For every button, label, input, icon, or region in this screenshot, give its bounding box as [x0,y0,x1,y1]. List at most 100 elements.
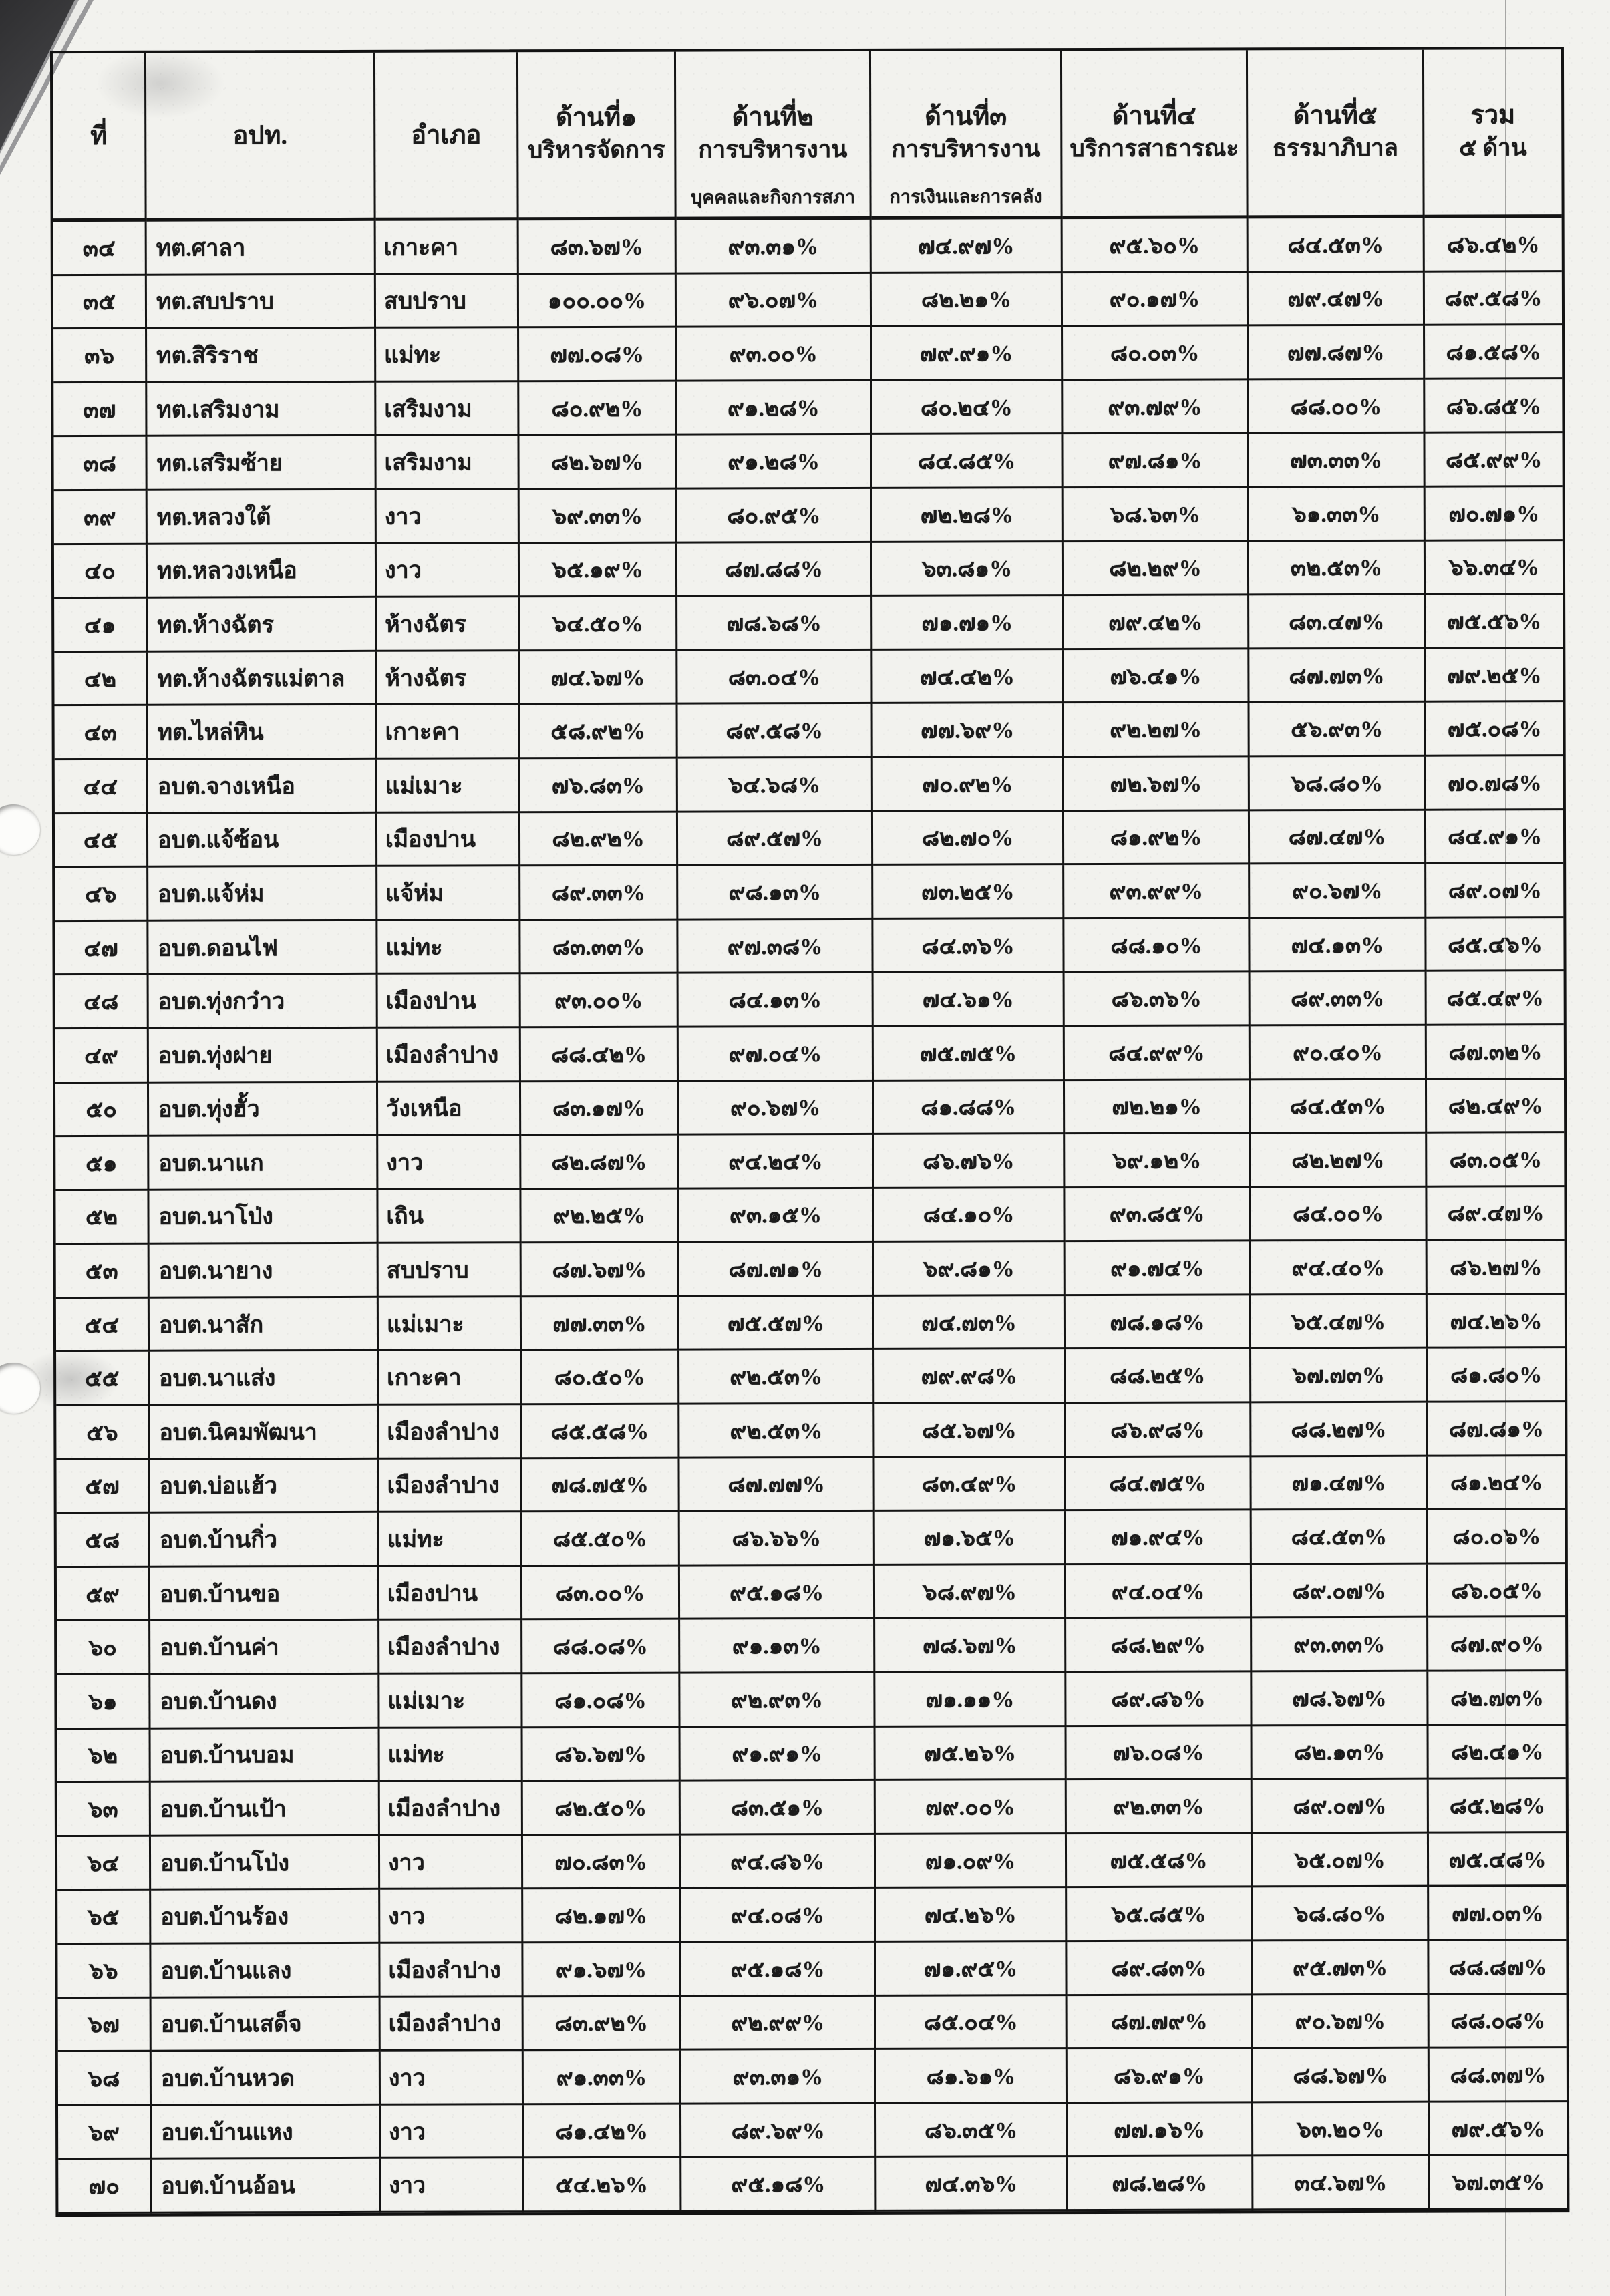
table-cell: ๘๘.๒๗% [1251,1402,1428,1458]
table-wrapper: ที่ อปท. อำเภอ ด้านที่๑ บริหารจัดการ ด้านที่๒… [49,47,1570,2217]
table-cell: แม่เมาะ [379,1674,523,1729]
header-cell-d3: ด้านที่๓ การบริหารงาน การเงินและการคลัง [870,51,1063,220]
table-cell: ๗๐.๗๘% [1426,756,1563,811]
table-cell: ๙๘.๑๓% [678,865,874,921]
table-cell: ๖๕.๑๙% [519,543,678,598]
header-label: อปท. [232,121,288,150]
table-cell: ๘๒.๗๐% [872,811,1065,866]
table-cell: ๗๔.๑๓% [1250,918,1427,973]
table-cell: ๗๖.๘๓% [520,758,678,813]
header-cell-amphoe: อำเภอ [375,52,519,221]
table-cell: ๘๓.๐๔% [677,650,873,705]
table-cell: ๘๑.๘๘% [873,1080,1066,1135]
table-cell: ๘๐.๙๒% [519,381,677,436]
table-cell: ๙๒.๓๓% [1066,1780,1253,1834]
table-cell: ๕๓ [55,1244,150,1299]
table-cell: ๙๓.๐๐% [677,327,872,382]
table-cell: ทต.ไหล่หิน [148,705,377,760]
table-cell: ๗๕.๕๖% [1426,595,1563,649]
table-cell: ๓๔ [53,221,147,276]
table-cell: ๙๔.๒๔% [679,1134,874,1190]
table-cell: ๘๕.๔๖% [1426,917,1564,973]
table-cell: ทต.เสริมซ้าย [147,436,377,491]
table-cell: ห้างฉัตร [377,597,520,652]
table-cell: ๖๖ [57,1944,152,1999]
table-cell: เสริมงาม [376,382,520,437]
table-cell: ๓๖ [53,329,148,383]
table-cell: ๗๑.๖๕% [874,1511,1066,1566]
table-cell: ๘๘.๒๙% [1066,1618,1253,1673]
table-cell: ๘๔.๕๓% [1248,218,1425,273]
punch-hole [0,1363,40,1414]
table-cell: อบต.นายาง [149,1244,379,1299]
table-cell: ๘๘.๐๐% [1249,379,1426,434]
header-label: ธรรมาภิบาล [1272,134,1398,161]
table-cell: งาว [378,1136,522,1190]
table-cell: ๗๔.๖๑% [873,973,1065,1027]
table-cell: เถิน [378,1189,522,1245]
table-cell: ๘๗.๓๒% [1426,1025,1564,1080]
table-cell: ๘๘.๓๗% [1429,2048,1567,2103]
table-cell: ๙๑.๓๓% [523,2050,681,2106]
scan-crease-line [1505,0,1506,2296]
table-cell: ๘๘.๔๒% [520,1027,679,1082]
table-cell: ๙๖.๐๗% [676,273,872,328]
table-cell: ๓๕ [53,275,148,330]
table-cell: ๘๖.๒๗% [1427,1241,1565,1295]
table-cell: ๗๕.๕๗% [679,1296,875,1351]
table-cell: อบต.ทุ่งฝาย [148,1028,378,1084]
table-cell: ๗๙.๐๐% [875,1780,1067,1835]
table-cell: ๗๗.๓๓% [521,1297,680,1351]
assessment-table: ที่ อปท. อำเภอ ด้านที่๑ บริหารจัดการ ด้านที่๒… [49,47,1570,2217]
table-cell: งาว [380,2051,524,2106]
table-cell: ๖๗.๗๓% [1251,1349,1428,1404]
table-cell: ๘๙.๘๖% [1066,1672,1253,1727]
table-cell: ๙๑.๖๗% [523,1943,681,1997]
table-cell: ๗๙.๕๖% [1429,2102,1567,2157]
table-cell: ๗๔.๗๓% [874,1295,1066,1351]
table-cell: อบต.บ้านขอ [150,1567,380,1622]
table-cell: ๙๐.๖๗% [1250,864,1427,919]
table-cell: ๗๒.๒๘% [872,488,1064,543]
table-cell: ๘๖.๖๖% [679,1512,875,1567]
header-label: ด้านที่๕ [1293,101,1378,130]
table-cell: ๘๙.๕๘% [677,704,873,759]
header-cell-d2: ด้านที่๒ การบริหารงาน บุคคลและกิจการสภา [675,51,872,220]
table-cell: ๔๗ [55,921,149,976]
table-cell: ๘๓.๕๑% [680,1781,876,1836]
table-cell: เมืองลำปาง [379,1405,522,1460]
table-cell: ๘๘.๑๐% [1064,919,1251,973]
table-cell: ๔๕ [54,814,149,868]
table-cell: ๘๔.๕๓% [1250,1080,1428,1134]
table-cell: ๘๒.๕๐% [522,1781,681,1836]
table-cell: ๗๖.๐๘% [1066,1726,1253,1781]
table-cell: ๗๑.๑๑% [875,1673,1067,1728]
punch-hole [0,804,40,855]
table-cell: ๘๖.๓๕% [876,2103,1068,2158]
table-cell: ๘๒.๔๙% [1426,1079,1565,1134]
table-cell: ๔๓ [54,706,148,761]
table-cell: อบต.บ้านอ้อน [152,2159,381,2214]
table-cell: ๖๓.๒๐% [1253,2102,1430,2157]
table-cell: ๗๓.๒๕% [873,865,1065,920]
table-cell: ๘๑.๙๒% [1064,810,1251,866]
table-cell: ๘๑.๒๔% [1428,1456,1565,1510]
table-cell: ๘๖.๙๑% [1067,2049,1253,2104]
table-cell: ๙๒.๒๗% [1064,703,1250,758]
table-cell: แม่ทะ [376,328,520,383]
table-cell: ๘๙.๐๗% [1251,1564,1429,1619]
header-label: การบริหารงาน [698,136,848,163]
table-cell: ๘๕.๐๔% [876,1995,1068,2051]
table-cell: ๘๐.๒๔% [872,380,1064,436]
table-cell: ๘๔.๓๖% [873,919,1065,974]
table-cell: ๖๒ [57,1729,151,1784]
header-label: ด้านที่๑ [556,103,637,132]
table-cell: ๕๘.๙๒% [520,704,678,760]
table-cell: ๘๓.๓๓% [520,920,679,975]
header-label: บริหารจัดการ [528,136,665,163]
table-cell: ๓๗ [53,383,148,438]
table-cell: ๖๘.๘๐% [1249,756,1426,811]
header-label: ด้านที่๒ [732,102,814,131]
table-cell: ๘๑.๐๘% [522,1673,681,1728]
table-cell: ๙๐.๑๗% [1062,272,1249,327]
